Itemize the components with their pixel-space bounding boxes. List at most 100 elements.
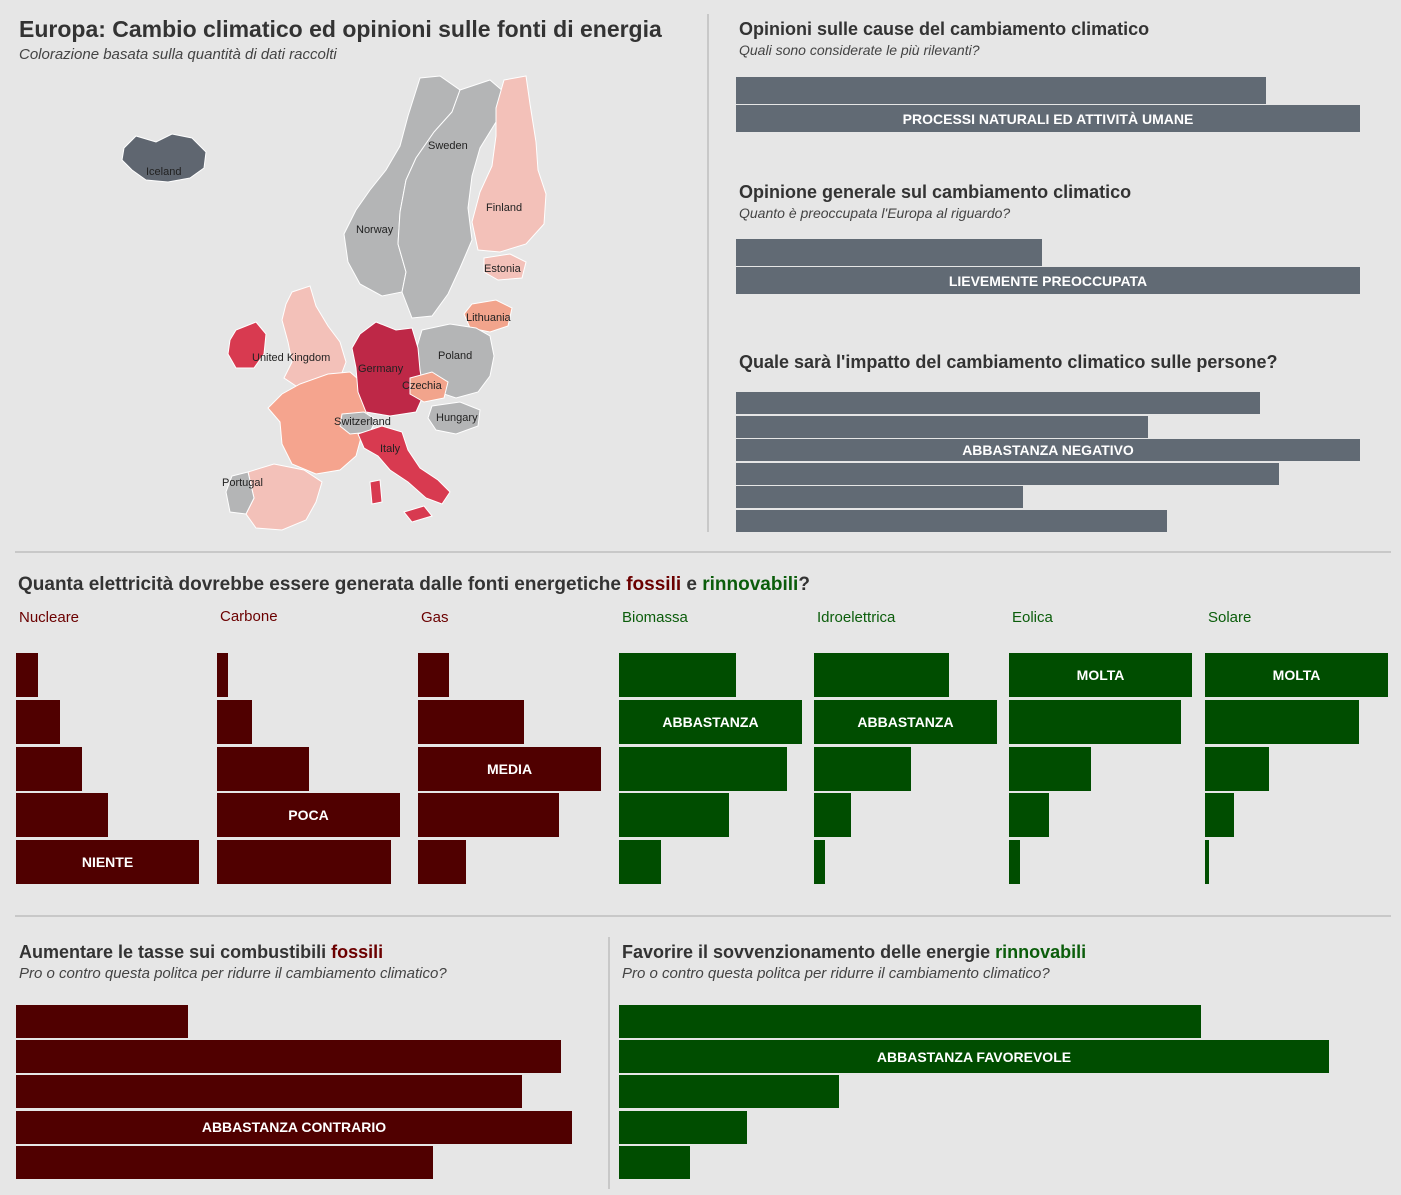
subsidy-bar-4[interactable] xyxy=(619,1145,690,1179)
impact-bar-2[interactable] xyxy=(736,439,1360,462)
causes-title: Opinioni sulle cause del cambiamento cli… xyxy=(739,19,1150,39)
electricity-gas-bar-1[interactable] xyxy=(418,699,524,744)
electricity-nucleare-bar-0[interactable] xyxy=(16,653,38,697)
subsidy-bar-1[interactable] xyxy=(619,1040,1329,1074)
label-switzerland: Switzerland xyxy=(334,416,391,428)
electricity-eolica-bar-label-0: MOLTA xyxy=(1076,667,1125,683)
causes-bar-label-1: PROCESSI NATURALI ED ATTIVITÀ UMANE xyxy=(902,110,1194,127)
tax-bar-3[interactable] xyxy=(16,1110,572,1144)
subsidy-title: Favorire il sovvenzionamento delle energ… xyxy=(622,942,1086,963)
tax-bar-0[interactable] xyxy=(16,1005,188,1038)
general-bar-1[interactable] xyxy=(736,267,1360,294)
electricity-nucleare-bar-4[interactable] xyxy=(16,840,199,885)
general-bar-label-1: LIEVEMENTE PREOCCUPATA xyxy=(948,272,1148,289)
electricity-gas-bar-3[interactable] xyxy=(418,793,559,838)
impact-bar-1[interactable] xyxy=(736,415,1148,438)
electricity-source-idroelettrica: Idroelettrica xyxy=(817,609,896,626)
map-united-kingdom[interactable] xyxy=(281,285,347,387)
impact-bar-3[interactable] xyxy=(736,462,1279,485)
electricity-solare-bar-2[interactable] xyxy=(1205,746,1269,791)
map-sardinia xyxy=(369,479,383,505)
label-norway: Norway xyxy=(356,224,394,236)
electricity-carbone-bar-0[interactable] xyxy=(217,653,228,697)
tax-bar-4[interactable] xyxy=(16,1145,433,1179)
electricity-eolica-bar-0[interactable] xyxy=(1009,653,1192,697)
subsidy-bar-label-1: ABBASTANZA FAVOREVOLE xyxy=(876,1048,1072,1065)
subsidy-bar-2[interactable] xyxy=(619,1075,839,1109)
subsidy-bar-3[interactable] xyxy=(619,1110,747,1144)
electricity-idroelettrica-bar-1[interactable] xyxy=(814,699,997,744)
electricity-title-mid: e xyxy=(681,574,703,595)
electricity-gas-bar-0[interactable] xyxy=(418,653,449,697)
electricity-biomassa-bar-4[interactable] xyxy=(619,840,661,885)
map-sweden[interactable] xyxy=(397,79,505,319)
electricity-eolica-bar-2[interactable] xyxy=(1009,746,1091,791)
map-italy[interactable] xyxy=(357,425,451,505)
electricity-nucleare-bar-2[interactable] xyxy=(16,746,82,791)
electricity-carbone-bar-1[interactable] xyxy=(217,699,252,744)
map-finland[interactable] xyxy=(471,75,547,253)
electricity-solare-bar-1[interactable] xyxy=(1205,699,1359,744)
electricity-source-solare: Solare xyxy=(1208,609,1252,626)
label-poland: Poland xyxy=(438,350,472,362)
electricity-gas-bar-2[interactable] xyxy=(418,746,601,791)
page-subtitle: Colorazione basata sulla quantità di dat… xyxy=(19,46,337,63)
electricity-eolica-bar-1[interactable] xyxy=(1009,699,1181,744)
impact-bar-4[interactable] xyxy=(736,486,1023,509)
electricity-gas-bar-4[interactable] xyxy=(418,840,466,885)
electricity-title-fossil: fossili xyxy=(626,574,682,595)
map-estonia[interactable] xyxy=(483,253,527,281)
impact-bar-0[interactable] xyxy=(736,392,1260,414)
general-subtitle: Quanto è preoccupata l'Europa al riguard… xyxy=(739,205,1011,221)
map-france[interactable] xyxy=(267,371,369,475)
tax-bar-2[interactable] xyxy=(16,1075,522,1109)
causes-bar-0[interactable] xyxy=(736,77,1266,104)
electricity-carbone-bar-3[interactable] xyxy=(217,793,400,838)
electricity-eolica-bar-4[interactable] xyxy=(1009,840,1020,885)
map-iceland[interactable] xyxy=(121,133,207,183)
causes-subtitle: Quali sono considerate le più rilevanti? xyxy=(739,42,980,58)
electricity-biomassa-bar-3[interactable] xyxy=(619,793,729,838)
map-hungary[interactable] xyxy=(427,401,481,435)
label-sweden: Sweden xyxy=(428,140,468,152)
electricity-nucleare-bar-1[interactable] xyxy=(16,699,60,744)
label-united-kingdom: United Kingdom xyxy=(252,352,330,364)
electricity-carbone-bar-4[interactable] xyxy=(217,840,391,885)
electricity-solare-bar-0[interactable] xyxy=(1205,653,1388,697)
electricity-carbone-bar-label-3: POCA xyxy=(288,807,329,824)
electricity-solare-bar-4[interactable] xyxy=(1205,840,1209,885)
map-czechia[interactable] xyxy=(409,371,449,403)
europe-map[interactable]: Iceland Sweden Norway Finland Estonia Li… xyxy=(60,72,560,537)
electricity-biomassa-bar-2[interactable] xyxy=(619,746,787,791)
electricity-biomassa-bar-0[interactable] xyxy=(619,653,736,697)
subsidy-subtitle: Pro o contro questa politca per ridurre … xyxy=(622,965,1050,982)
causes-bar-1[interactable] xyxy=(736,105,1360,132)
electricity-biomassa-bar-1[interactable] xyxy=(619,699,802,744)
tax-bar-1[interactable] xyxy=(16,1040,561,1074)
electricity-idroelettrica-bar-2[interactable] xyxy=(814,746,911,791)
electricity-carbone-bar-2[interactable] xyxy=(217,746,309,791)
electricity-solare-bar-3[interactable] xyxy=(1205,793,1234,838)
tax-subtitle: Pro o contro questa politca per ridurre … xyxy=(19,965,447,982)
impact-bar-5[interactable] xyxy=(736,510,1167,532)
electricity-title-renew: rinnovabili xyxy=(702,574,799,595)
map-portugal[interactable] xyxy=(225,471,255,515)
divider-middle xyxy=(15,551,1391,553)
electricity-eolica-bar-3[interactable] xyxy=(1009,793,1049,838)
tax-title-pre: Aumentare le tasse sui combustibili xyxy=(19,942,332,962)
electricity-idroelettrica-bar-4[interactable] xyxy=(814,840,825,885)
electricity-idroelettrica-bar-0[interactable] xyxy=(814,653,949,697)
general-bar-0[interactable] xyxy=(736,239,1042,266)
electricity-idroelettrica-bar-3[interactable] xyxy=(814,793,851,838)
subsidy-bar-0[interactable] xyxy=(619,1005,1201,1038)
map-spain[interactable] xyxy=(245,463,323,531)
subsidy-title-pre: Favorire il sovvenzionamento delle energ… xyxy=(622,942,996,962)
map-germany[interactable] xyxy=(351,321,425,417)
label-hungary: Hungary xyxy=(436,412,478,424)
map-ireland[interactable] xyxy=(227,321,267,369)
electricity-biomassa-bar-label-1: ABBASTANZA xyxy=(662,713,759,730)
label-italy: Italy xyxy=(380,443,401,455)
electricity-nucleare-bar-3[interactable] xyxy=(16,793,108,838)
electricity-gas-bar-label-2: MEDIA xyxy=(486,760,533,777)
map-lithuania[interactable] xyxy=(463,299,513,333)
